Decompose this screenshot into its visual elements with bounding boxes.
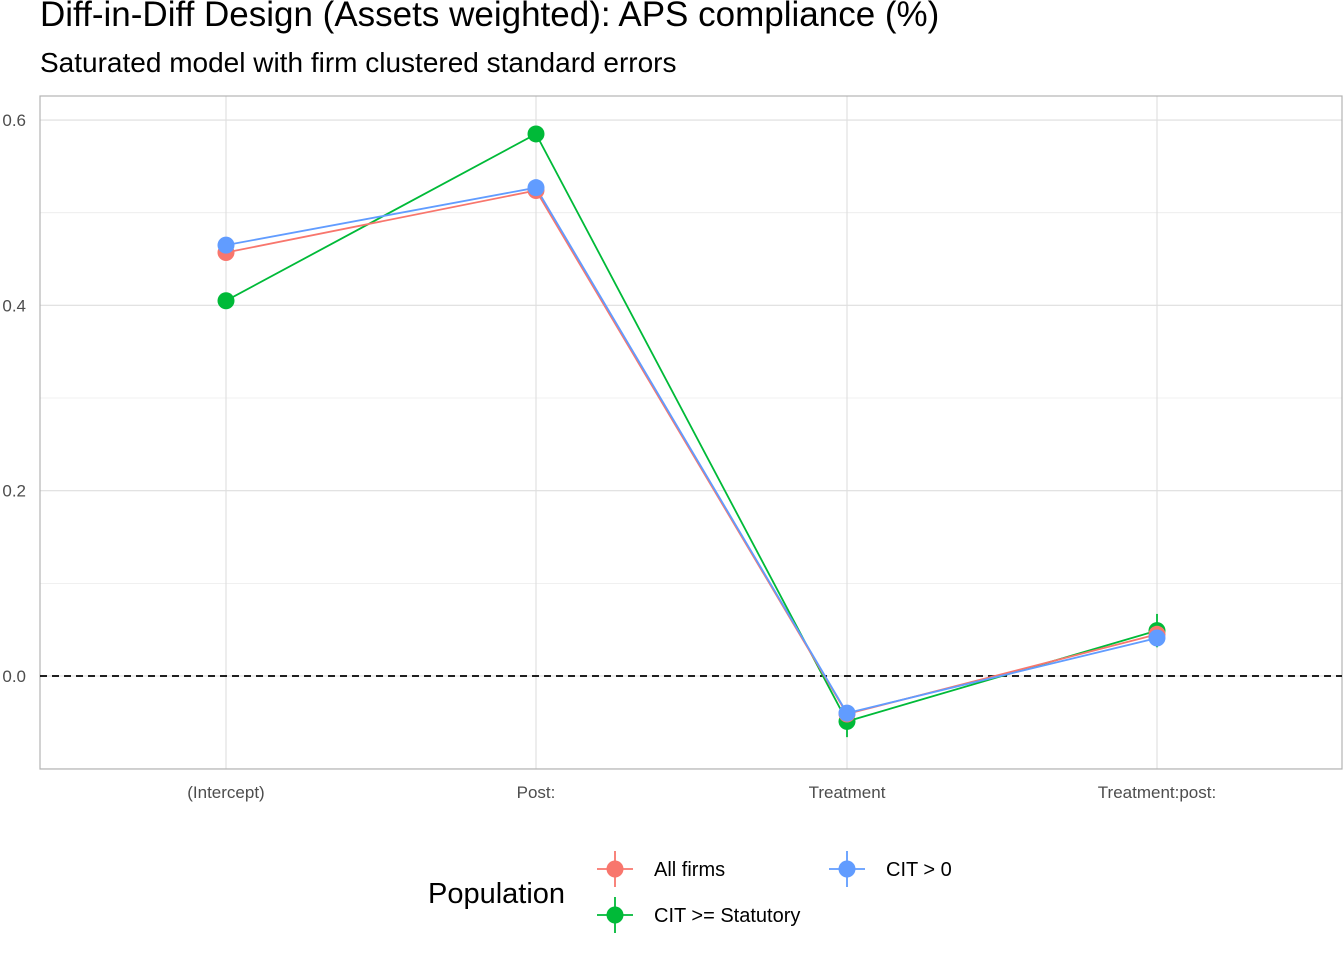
series-line [225,189,1158,716]
legend-key-point [606,906,624,924]
y-tick-label: 0.6 [2,111,26,130]
x-tick-label: (Intercept) [187,783,264,802]
chart-subtitle: Saturated model with firm clustered stan… [40,47,677,78]
legend-item: CIT >= Statutory [597,897,800,933]
series-line [225,132,1158,723]
legend-key-point [606,860,624,878]
data-point [527,125,545,143]
chart-title: Diff-in-Diff Design (Assets weighted): A… [40,0,940,34]
panel-border [39,95,1343,770]
legend-item: CIT > 0 [829,851,952,887]
data-point [838,704,856,722]
x-axis-ticks: (Intercept) Post: Treatment Treatment:post: [187,783,1216,802]
y-axis-ticks: 0.0 0.2 0.4 0.6 [2,111,26,686]
series-lines [225,132,1158,723]
x-tick-label: Post: [517,783,556,802]
gridlines [40,96,1342,770]
y-tick-label: 0.4 [2,296,26,315]
series-line [225,186,1158,715]
x-tick-label: Treatment [809,783,886,802]
x-tick-label: Treatment:post: [1098,783,1216,802]
legend-items: All firms CIT >= Statutory CIT > 0 [597,851,952,933]
data-points [217,125,1166,730]
legend-key-point [838,860,856,878]
y-tick-label: 0.0 [2,667,26,686]
data-point [1148,629,1166,647]
legend-title: Population [428,878,565,910]
legend-label: CIT >= Statutory [654,905,800,927]
legend: Population All firms CIT >= Statutory CIT … [428,851,952,933]
error-bars [225,131,1158,738]
y-tick-label: 0.2 [2,482,26,501]
data-point [217,292,235,310]
legend-label: CIT > 0 [886,859,952,881]
legend-label: All firms [654,859,725,881]
data-point [217,236,235,254]
legend-item: All firms [597,851,725,887]
data-point [527,179,545,197]
